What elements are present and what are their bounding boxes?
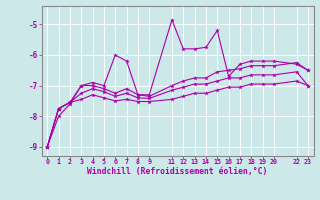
X-axis label: Windchill (Refroidissement éolien,°C): Windchill (Refroidissement éolien,°C) [87,167,268,176]
